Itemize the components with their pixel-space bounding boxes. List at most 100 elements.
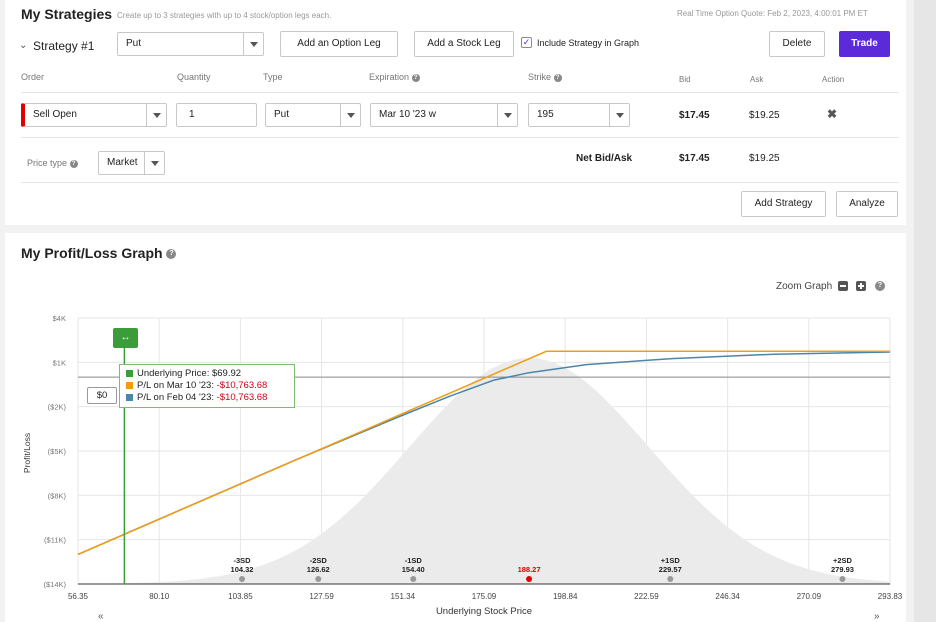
- strike-select[interactable]: 195: [528, 103, 630, 127]
- tooltip-underlying-text: Underlying Price: $69.92: [137, 368, 242, 379]
- scroll-left-icon[interactable]: «: [98, 611, 104, 622]
- strategy-name: Strategy #1: [33, 39, 95, 53]
- scroll-right-icon[interactable]: »: [874, 611, 880, 622]
- strategies-title: My Strategies: [21, 6, 113, 22]
- order-select[interactable]: Sell Open: [21, 103, 167, 127]
- tooltip-pl-today: P/L on Feb 04 '23: -$10,763.68: [126, 392, 288, 404]
- strategy-type-value: Put: [126, 38, 142, 49]
- sd-label: +1SD: [661, 556, 681, 565]
- y-tick-label: ($8K): [48, 491, 67, 500]
- y-tick-label: ($14K): [43, 580, 66, 589]
- quantity-input[interactable]: 1: [176, 103, 257, 127]
- right-scrollbar-track[interactable]: [914, 0, 936, 622]
- probability-distribution: [78, 358, 890, 584]
- col-type: Type: [263, 72, 283, 82]
- add-strategy-button[interactable]: Add Strategy: [741, 191, 826, 217]
- help-icon[interactable]: ?: [69, 159, 78, 168]
- help-icon[interactable]: ?: [553, 73, 562, 82]
- col-expiration-label: Expiration: [369, 72, 410, 82]
- chevron-down-icon: [497, 104, 517, 126]
- col-action: Action: [822, 75, 845, 84]
- chevron-down-icon: [146, 104, 166, 126]
- chevron-down-icon: [243, 33, 263, 55]
- net-ask: $19.25: [749, 153, 780, 164]
- include-graph-label: Include Strategy in Graph: [537, 38, 640, 48]
- y-axis-ticks: $4K $1K ($2K) ($5K) ($8K) ($11K) ($14K): [43, 314, 66, 589]
- strategies-panel: My Strategies Create up to 3 strategies …: [5, 0, 906, 225]
- y-axis-label: Profit/Loss: [22, 433, 32, 473]
- help-icon[interactable]: ?: [875, 281, 885, 291]
- price-type-text: Price type: [27, 158, 68, 168]
- x-tick-label: 127.59: [309, 592, 334, 601]
- leg-ask: $19.25: [749, 110, 780, 121]
- sd-value: 126.62: [307, 565, 330, 574]
- sd-value: 188.27: [518, 565, 541, 574]
- tooltip-underlying: Underlying Price: $69.92: [126, 368, 288, 380]
- help-icon[interactable]: ?: [411, 73, 420, 82]
- col-order: Order: [21, 72, 45, 82]
- expiration-select[interactable]: Mar 10 '23 w: [370, 103, 518, 127]
- sd-dot: [410, 576, 417, 582]
- y-tick-label: $4K: [53, 314, 66, 323]
- x-tick-label: 175.09: [472, 592, 497, 601]
- series-line-expiry: [77, 350, 890, 556]
- tooltip-pl-today-label: P/L on Feb 04 '23:: [137, 392, 217, 403]
- quote-timestamp: Real Time Option Quote: Feb 2, 2023, 4:0…: [677, 9, 868, 18]
- zoom-graph-label: Zoom Graph: [776, 281, 833, 292]
- delete-button[interactable]: Delete: [769, 31, 825, 57]
- col-strike: Strike ?: [528, 72, 562, 82]
- sd-label: +2SD: [833, 556, 853, 565]
- x-tick-label: 198.84: [553, 592, 578, 601]
- col-expiration: Expiration ?: [369, 72, 420, 82]
- sd-dot: [839, 576, 846, 582]
- price-marker-handle[interactable]: ↔: [113, 328, 138, 348]
- graph-title: My Profit/Loss Graph ?: [21, 245, 177, 261]
- chevron-down-icon: [609, 104, 629, 126]
- sd-dot: [526, 576, 533, 582]
- strike-value: 195: [537, 109, 554, 120]
- chevron-down-icon: [340, 104, 360, 126]
- chevron-down-icon: [144, 152, 164, 174]
- y-tick-label: ($2K): [48, 403, 67, 412]
- x-tick-label: 103.85: [228, 592, 253, 601]
- x-axis-ticks: 56.35 80.10 103.85 127.59 151.34 175.09 198.84…: [68, 592, 903, 601]
- net-bid: $17.45: [679, 153, 710, 164]
- tooltip-pl-expiry: P/L on Mar 10 '23: -$10,763.68: [126, 380, 288, 392]
- price-type-label: Price type ?: [27, 158, 78, 168]
- x-tick-label: 270.09: [797, 592, 822, 601]
- order-value: Sell Open: [33, 109, 77, 120]
- strategy-type-select[interactable]: Put: [117, 32, 264, 56]
- col-quantity: Quantity: [177, 72, 211, 82]
- expiration-value: Mar 10 '23 w: [379, 109, 436, 120]
- price-type-select[interactable]: Market: [98, 151, 165, 175]
- sd-value: 279.93: [831, 565, 854, 574]
- divider: [21, 92, 899, 93]
- y-tick-label: $1K: [53, 358, 66, 367]
- collapse-chevron-icon[interactable]: ⌄: [19, 40, 28, 51]
- x-tick-label: 222.59: [634, 592, 659, 601]
- divider: [21, 137, 899, 138]
- net-bid-ask-label: Net Bid/Ask: [576, 153, 633, 164]
- tooltip-pl-expiry-value: -$10,763.68: [216, 380, 268, 391]
- sd-dot: [667, 576, 674, 582]
- x-tick-label: 293.83: [878, 592, 903, 601]
- tooltip-pl-expiry-label: P/L on Mar 10 '23:: [137, 380, 217, 391]
- remove-leg-icon[interactable]: ✖: [827, 107, 838, 121]
- zoom-out-icon[interactable]: [838, 281, 848, 291]
- include-graph-checkbox[interactable]: ✓: [521, 37, 532, 48]
- y-tick-label: ($11K): [44, 536, 66, 545]
- add-option-leg-button[interactable]: Add an Option Leg: [280, 31, 398, 57]
- zero-pl-label: $0: [87, 387, 117, 404]
- type-select[interactable]: Put: [265, 103, 361, 127]
- help-icon[interactable]: ?: [166, 249, 177, 260]
- x-tick-label: 246.34: [715, 592, 740, 601]
- y-tick-label: ($5K): [48, 447, 67, 456]
- add-stock-leg-button[interactable]: Add a Stock Leg: [414, 31, 514, 57]
- zoom-in-icon[interactable]: [856, 281, 866, 291]
- analyze-button[interactable]: Analyze: [836, 191, 898, 217]
- col-bid: Bid: [679, 75, 691, 84]
- trade-button[interactable]: Trade: [839, 31, 890, 57]
- graph-title-text: My Profit/Loss Graph: [21, 245, 163, 261]
